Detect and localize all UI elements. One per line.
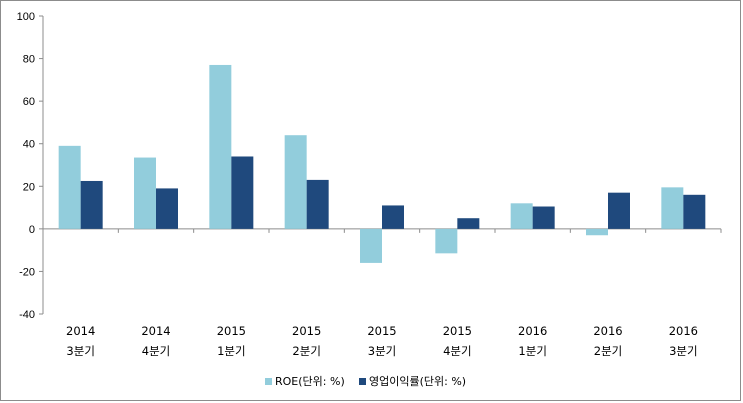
bar-operating-margin <box>382 205 404 229</box>
x-tick-label-year: 2015 <box>367 324 396 338</box>
x-tick-label-quarter: 4분기 <box>443 344 471 358</box>
bar-operating-margin <box>156 188 178 229</box>
x-tick-label-quarter: 1분기 <box>518 344 546 358</box>
bar-roe <box>209 64 232 229</box>
y-tick-label: 0 <box>29 224 35 236</box>
y-tick-label: 40 <box>23 139 35 151</box>
x-tick-label-quarter: 2분기 <box>292 344 320 358</box>
bar-roe <box>134 157 156 229</box>
bar-roe <box>510 203 533 229</box>
legend-label: 영업이익률(단위: %) <box>369 375 466 388</box>
axes: 100 80 60 40 20 0 -20 -40 <box>17 11 722 321</box>
y-tick-label: 20 <box>23 181 35 193</box>
bar-operating-margin <box>457 218 480 229</box>
x-tick-label-year: 2016 <box>593 324 622 338</box>
bars <box>58 64 706 263</box>
bar-operating-margin <box>80 180 103 229</box>
x-tick-label-year: 2015 <box>217 324 246 338</box>
x-tick-label-quarter: 3분기 <box>66 344 94 358</box>
x-tick-label-quarter: 3분기 <box>669 344 697 358</box>
bar-operating-margin <box>306 179 329 229</box>
y-tick-label: 100 <box>17 11 35 23</box>
x-tick-label-quarter: 3분기 <box>368 344 396 358</box>
bar-roe <box>435 228 458 254</box>
y-tick-label: -40 <box>19 309 35 321</box>
legend-swatch <box>359 378 366 385</box>
legend-swatch <box>265 378 272 385</box>
x-tick-label-year: 2016 <box>518 324 547 338</box>
y-tick-label: -20 <box>19 266 35 278</box>
bar-roe <box>360 228 382 263</box>
y-tick-label: 80 <box>23 54 35 66</box>
x-tick-label-year: 2014 <box>141 324 170 338</box>
legend: ROE(단위: %) 영업이익률(단위: %) <box>265 375 466 388</box>
x-tick-label-year: 2014 <box>66 324 95 338</box>
x-tick-label-year: 2015 <box>443 324 472 338</box>
x-tick-label-quarter: 2분기 <box>594 344 622 358</box>
x-tick-label-year: 2015 <box>292 324 321 338</box>
bar-operating-margin <box>608 192 630 229</box>
x-tick-label-year: 2016 <box>669 324 698 338</box>
bar-roe <box>58 145 81 229</box>
bar-roe <box>284 135 307 229</box>
bar-operating-margin <box>683 194 706 229</box>
bar-roe <box>586 228 608 236</box>
bar-operating-margin <box>532 206 555 229</box>
legend-label: ROE(단위: %) <box>275 375 345 388</box>
labels: 2014 3분기 2014 4분기 2015 1분기 2015 2분기 2015 3분기 2015 4… <box>66 324 698 358</box>
bar-operating-margin <box>231 156 254 229</box>
bar-roe <box>661 187 684 229</box>
x-tick-label-quarter: 1분기 <box>217 344 245 358</box>
y-tick-label: 60 <box>23 96 35 108</box>
x-tick-label-quarter: 4분기 <box>142 344 170 358</box>
